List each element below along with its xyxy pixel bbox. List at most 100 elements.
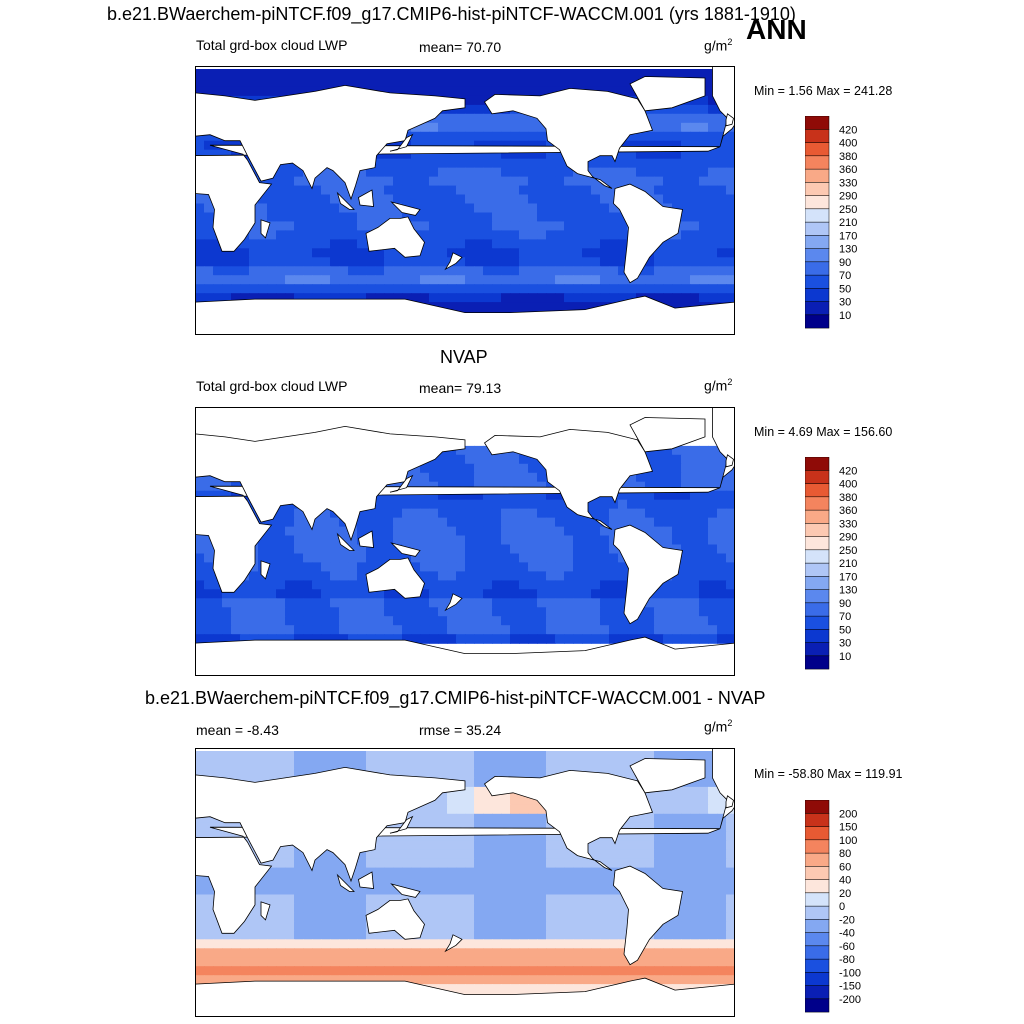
colorbar-swatch: [805, 826, 830, 841]
land-mass: [195, 977, 735, 1017]
land-mass: [390, 201, 421, 216]
land-mass: [629, 76, 706, 112]
colorbar-swatch: [805, 182, 830, 196]
colorbar-tick-label: 100: [839, 835, 857, 847]
colorbar-tick-label: 90: [839, 598, 851, 610]
colorbar-tick-label: 20: [839, 888, 851, 900]
colorbar-tick-label: -40: [839, 928, 855, 940]
land-mass: [390, 883, 421, 898]
colorbar-swatch: [805, 536, 830, 551]
land-mass: [260, 560, 271, 580]
colorbar-tick-label: 150: [839, 822, 857, 834]
colorbar-tick-label: 40: [839, 875, 851, 887]
land-mass: [629, 758, 706, 794]
colorbar-tick-label: 50: [839, 283, 851, 295]
colorbar-tick-label: 200: [839, 808, 857, 820]
colorbar-tick-label: 210: [839, 217, 857, 229]
colorbar-tick-label: 250: [839, 204, 857, 216]
colorbar-swatch: [805, 629, 830, 643]
colorbar-tick-label: 50: [839, 624, 851, 636]
colorbar-tick-label: 250: [839, 545, 857, 557]
land-mass: [613, 524, 683, 625]
colorbar-swatch: [805, 549, 830, 564]
colorbar-tick-label: 400: [839, 138, 857, 150]
colorbar-swatch: [805, 972, 830, 986]
colorbar-tick-label: 290: [839, 191, 857, 203]
land-mass: [358, 530, 374, 548]
panel-3-mean-label: mean = -8.43: [196, 722, 279, 738]
colorbar-swatch: [805, 919, 830, 933]
land-mass: [390, 542, 421, 557]
land-mass: [483, 428, 654, 530]
land-mass: [336, 532, 355, 551]
colorbar-swatch: [805, 288, 830, 302]
colorbar-swatch: [805, 905, 830, 920]
colorbar-tick-label: 420: [839, 465, 857, 477]
colorbar-swatch: [805, 892, 830, 907]
panel-2-units: g/m2: [704, 377, 733, 394]
panel-3-colorbar: -200-150-100-80-60-40-200204060801001502…: [805, 800, 861, 1013]
colorbar-swatch: [805, 839, 830, 854]
panel-2-title: NVAP: [440, 347, 488, 367]
colorbar-swatch: [805, 642, 830, 657]
colorbar-swatch: [805, 116, 830, 130]
colorbar-tick-label: 10: [839, 651, 851, 663]
colorbar-tick-label: 330: [839, 177, 857, 189]
coastlines: [195, 407, 735, 676]
land-mass: [725, 454, 734, 468]
colorbar-tick-label: 70: [839, 611, 851, 623]
panel-3-units: g/m2: [704, 718, 733, 735]
land-mass: [195, 66, 466, 201]
coastlines: [195, 748, 735, 1017]
colorbar-swatch: [805, 852, 830, 867]
colorbar-tick-label: 360: [839, 505, 857, 517]
panel-3-minmax: Min = -58.80 Max = 119.91: [754, 767, 903, 781]
colorbar-swatch: [805, 813, 830, 827]
land-mass: [195, 407, 466, 542]
colorbar-tick-label: 60: [839, 861, 851, 873]
land-mass: [712, 748, 735, 829]
land-mass: [260, 219, 271, 239]
land-mass: [613, 865, 683, 966]
land-mass: [195, 144, 721, 252]
panel-1-map: [195, 66, 735, 335]
colorbar-swatch: [805, 655, 830, 670]
land-mass: [712, 407, 735, 488]
panel-2-variable-label: Total grd-box cloud LWP: [196, 378, 348, 394]
colorbar-tick-label: 380: [839, 151, 857, 163]
colorbar-tick-label: 170: [839, 230, 857, 242]
land-mass: [483, 769, 654, 871]
colorbar-tick-label: 80: [839, 848, 851, 860]
panel-1-units: g/m2: [704, 37, 733, 54]
panel-2-mean-label: mean= 79.13: [419, 380, 502, 396]
land-mass: [444, 934, 463, 953]
colorbar-tick-label: -20: [839, 914, 855, 926]
colorbar-tick-label: 30: [839, 297, 851, 309]
land-mass: [195, 636, 735, 676]
colorbar-swatch: [805, 589, 830, 604]
colorbar-swatch: [805, 509, 830, 524]
colorbar-swatch: [805, 274, 830, 289]
colorbar-tick-label: 90: [839, 257, 851, 269]
colorbar-swatch: [805, 301, 830, 316]
land-mass: [389, 474, 414, 493]
colorbar-tick-label: -200: [839, 994, 861, 1006]
colorbar-swatch: [805, 155, 830, 170]
colorbar-swatch: [805, 576, 830, 590]
colorbar-swatch: [805, 208, 830, 223]
land-mass: [613, 183, 683, 284]
colorbar-tick-label: 360: [839, 164, 857, 176]
colorbar-swatch: [805, 483, 830, 498]
land-mass: [195, 295, 735, 335]
land-mass: [365, 557, 425, 599]
land-mass: [358, 871, 374, 889]
panel-2-minmax: Min = 4.69 Max = 156.60: [754, 425, 893, 439]
land-mass: [195, 748, 466, 883]
colorbar-tick-label: -80: [839, 954, 855, 966]
colorbar-swatch: [805, 470, 830, 484]
colorbar-tick-label: 330: [839, 518, 857, 530]
colorbar-swatch: [805, 562, 830, 577]
colorbar-swatch: [805, 958, 830, 973]
colorbar-tick-label: 130: [839, 244, 857, 256]
